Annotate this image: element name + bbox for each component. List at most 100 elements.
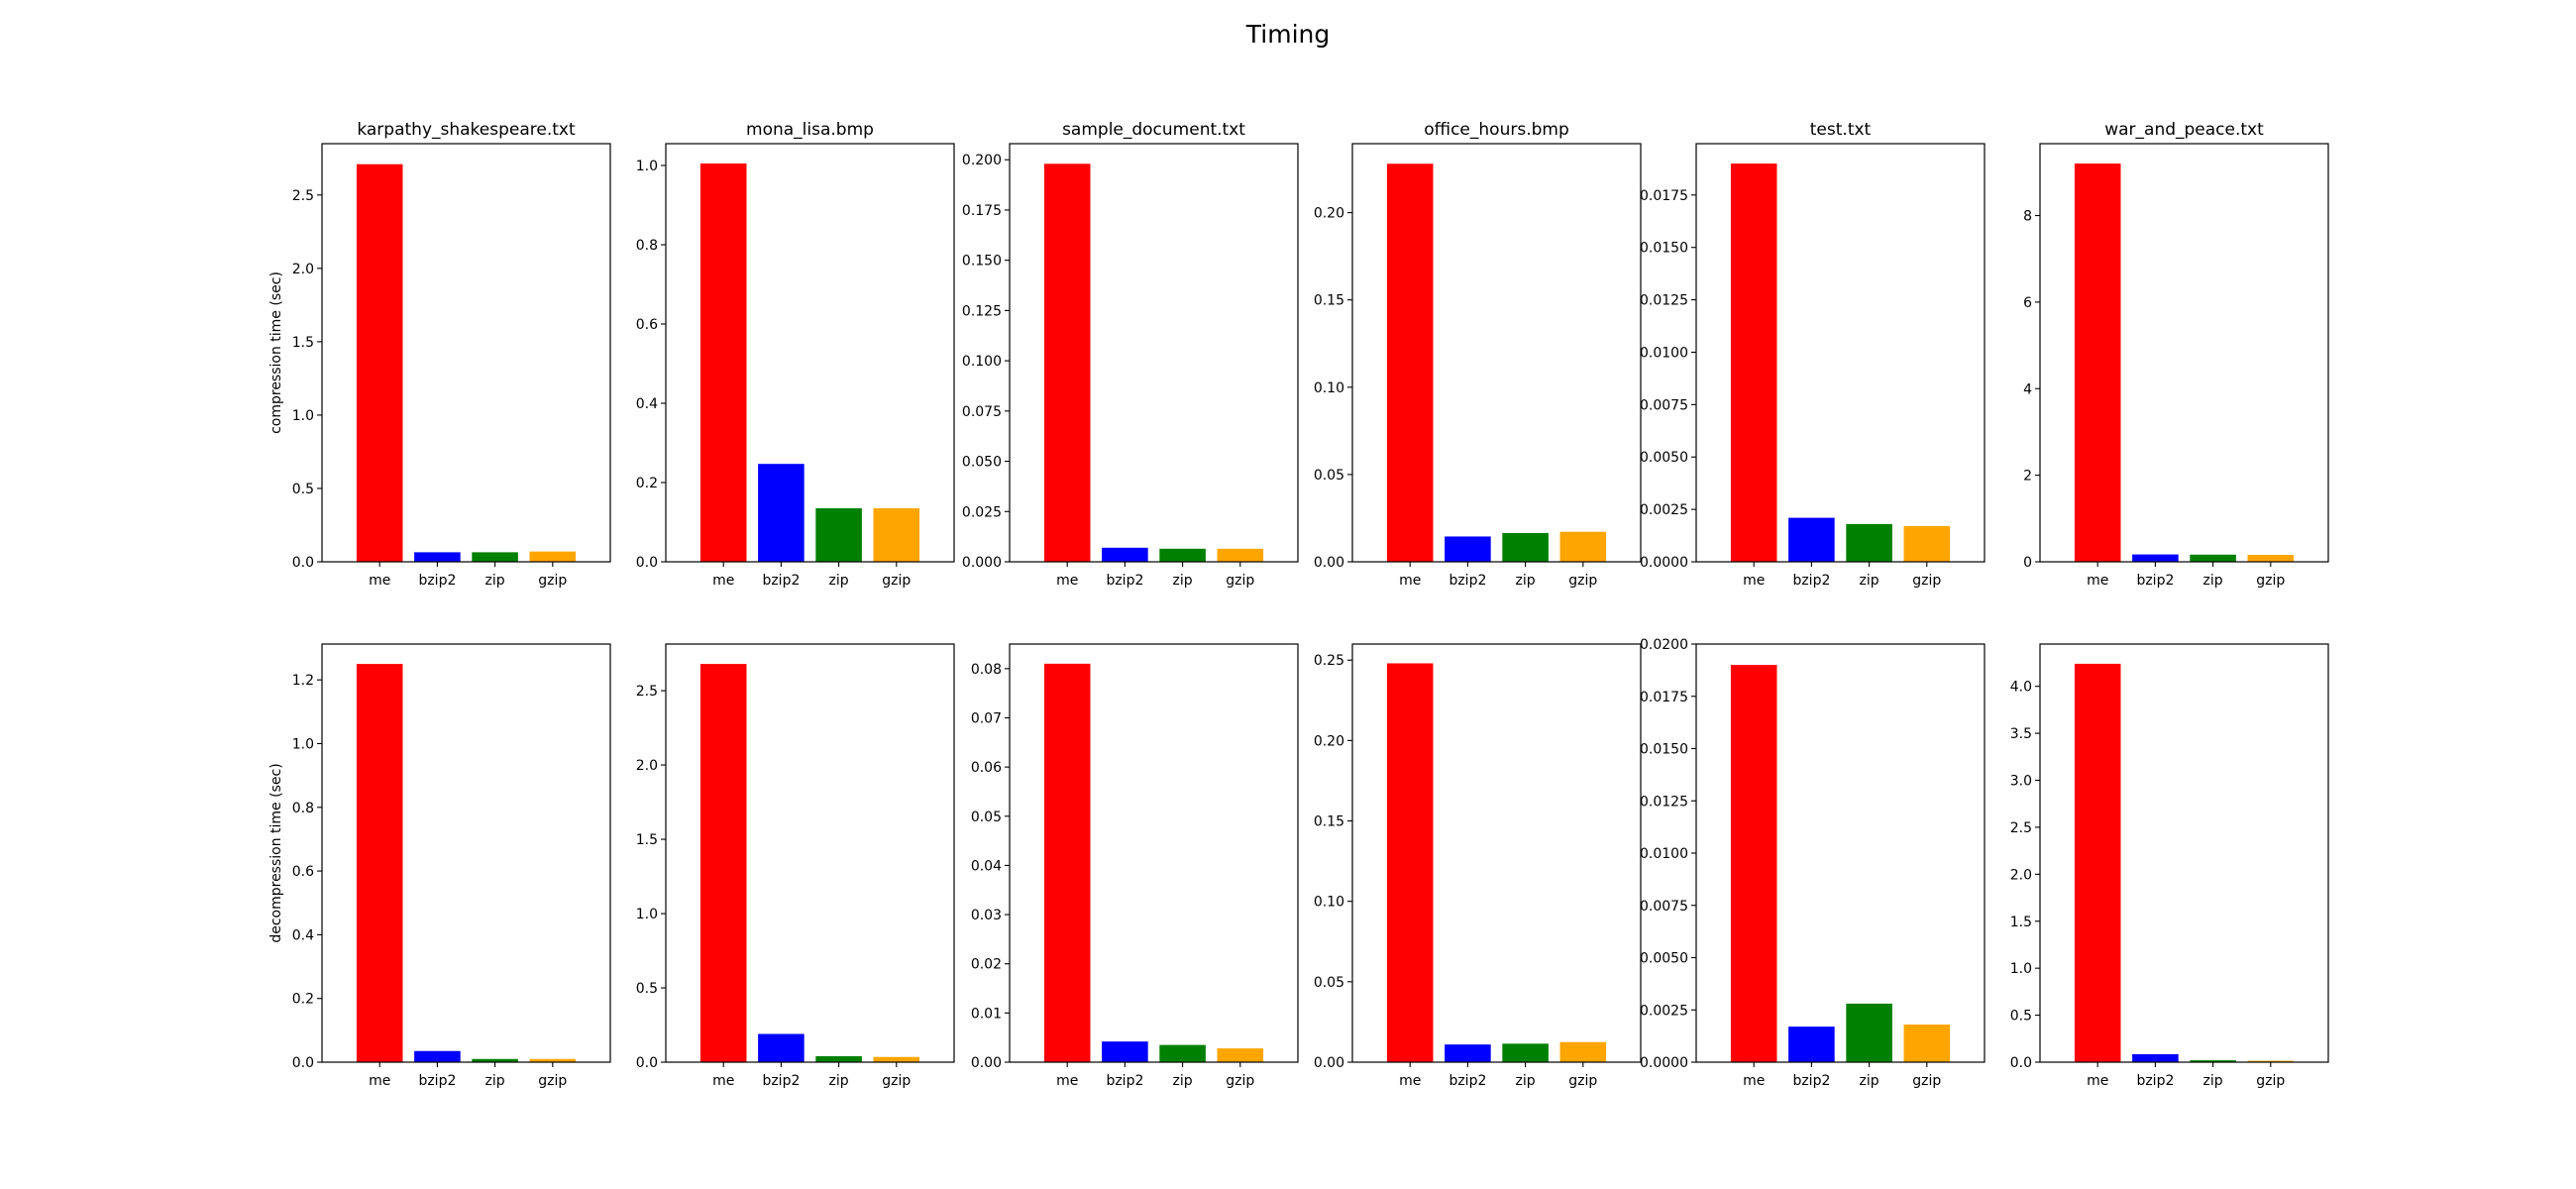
x-tick-label: zip [2203,1073,2223,1089]
y-tick-label: 0.0050 [1640,951,1688,967]
x-tick-label: bzip2 [1792,573,1830,589]
y-tick-label: 0.5 [636,981,658,997]
y-tick-label: 0.8 [636,238,658,254]
axes-frame [321,643,611,1063]
bar-zip [2190,1060,2236,1062]
y-tick-label: 0.05 [971,810,1002,825]
y-tick-label: 0.0 [2010,1055,2032,1071]
x-tick-label: zip [1516,1073,1536,1089]
x-tick-label: bzip2 [2136,1073,2174,1089]
x-tick-label: me [2087,573,2108,589]
y-tick-label: 0.0075 [1640,899,1688,915]
axes-frame [2039,643,2329,1063]
bar-me [2074,163,2121,562]
y-tick-label: 1.5 [2010,915,2032,930]
bar-zip [2190,554,2236,562]
y-tick-label: 1.0 [636,159,658,174]
y-tick-label: 0.05 [1314,975,1344,991]
x-tick-label: me [1399,573,1421,589]
y-tick-label: 0.4 [636,396,658,412]
bar-gzip [1217,548,1264,562]
y-tick-label: 0.10 [1314,895,1344,911]
y-tick-label: 2.0 [292,262,314,277]
x-tick-label: gzip [1226,573,1254,589]
y-tick-label: 0.0100 [1640,345,1688,361]
bar-gzip [1559,1041,1607,1062]
x-tick-label: me [369,573,390,589]
bar-zip [472,552,518,562]
x-tick-label: gzip [538,573,567,589]
bar-bzip2 [2132,1053,2179,1062]
axes-frame [665,643,955,1063]
y-tick-label: 0.200 [962,153,1002,168]
y-tick-label: 0.0125 [1640,293,1688,309]
y-tick-label: 0 [2023,555,2032,571]
subplot-2: me bzip2 zip gzip 0.0 0.2 0.4 0.6 0.8 1.0 mona_lis… [636,120,955,589]
x-tick-label: me [2087,1073,2108,1089]
x-tick-label: zip [829,573,849,589]
y-tick-label: 1.5 [636,832,658,848]
y-tick-label: 0.0 [636,1055,658,1071]
subplot-9: me bzip2 zip gzip 0.00 0.01 0.02 0.03 0.04 0.05 0.… [971,643,1299,1089]
y-tick-label: 0.02 [971,957,1002,973]
bar-bzip2 [1788,517,1835,562]
y-tick-label: 0.0050 [1640,450,1688,466]
y-tick-label: 0.00 [1314,555,1344,571]
y-tick-label: 0.0 [292,1055,314,1071]
y-tick-label: 0.0150 [1640,241,1688,257]
y-tick-label: 2.5 [2010,820,2032,836]
bar-me [1730,665,1777,1062]
subplot-grid: me bzip2 zip gzip 0.0 0.5 1.0 1.5 2.0 2.5 karpathy… [268,120,2329,1089]
x-tick-label: zip [829,1073,849,1089]
x-tick-label: zip [485,573,505,589]
axes-frame [1351,143,1642,563]
y-tick-label: 0.10 [1314,380,1344,396]
y-tick-label: 3.5 [2010,726,2032,742]
bar-gzip [873,508,920,562]
y-tick-label: 0.8 [292,801,314,816]
y-tick-label: 2.5 [636,684,658,700]
y-tick-label: 1.5 [292,335,314,351]
x-tick-label: me [712,573,734,589]
x-tick-label: bzip2 [418,1073,456,1089]
subplot-10: me bzip2 zip gzip 0.00 0.05 0.10 0.15 0.20 0.25 [1314,643,1642,1089]
x-tick-label: bzip2 [418,573,456,589]
x-tick-label: me [1743,573,1765,589]
y-tick-label: 0.025 [962,504,1002,520]
axes-frame [2039,143,2329,563]
y-tick-label: 4.0 [2010,680,2032,696]
bar-bzip2 [1788,1027,1835,1062]
y-tick-label: 0.05 [1314,468,1344,484]
bar-bzip2 [2132,554,2179,562]
x-tick-label: zip [1173,1073,1193,1089]
bar-me [1043,163,1091,563]
y-tick-label: 0.07 [971,710,1002,726]
y-tick-label: 3.0 [2010,774,2032,790]
subplot-8: me bzip2 zip gzip 0.0 0.5 1.0 1.5 2.0 2.5 [636,643,955,1089]
bar-me [1043,663,1091,1062]
bar-zip [815,508,862,562]
bar-bzip2 [1102,547,1148,562]
y-tick-label: 0.5 [292,482,314,497]
x-tick-label: gzip [1226,1073,1254,1089]
axes-frame [1009,643,1299,1063]
x-tick-label: me [1743,1073,1765,1089]
y-tick-label: 0.0 [636,555,658,571]
figure-title: Timing [1245,20,1330,49]
y-tick-label: 0.0000 [1640,555,1688,571]
y-tick-label: 0.075 [962,404,1002,420]
subplot-title: war_and_peace.txt [2104,120,2264,140]
bar-bzip2 [758,464,805,562]
y-tick-label: 0.08 [971,662,1002,678]
bar-bzip2 [758,1033,805,1062]
x-tick-label: zip [1516,573,1536,589]
x-tick-label: gzip [538,1073,567,1089]
y-tick-label: 0.20 [1314,206,1344,222]
y-tick-label: 1.0 [292,408,314,424]
bar-me [699,664,747,1062]
x-tick-label: me [1056,573,1078,589]
bar-gzip [1903,526,1951,562]
bar-bzip2 [1445,1044,1491,1062]
x-tick-label: gzip [882,573,911,589]
